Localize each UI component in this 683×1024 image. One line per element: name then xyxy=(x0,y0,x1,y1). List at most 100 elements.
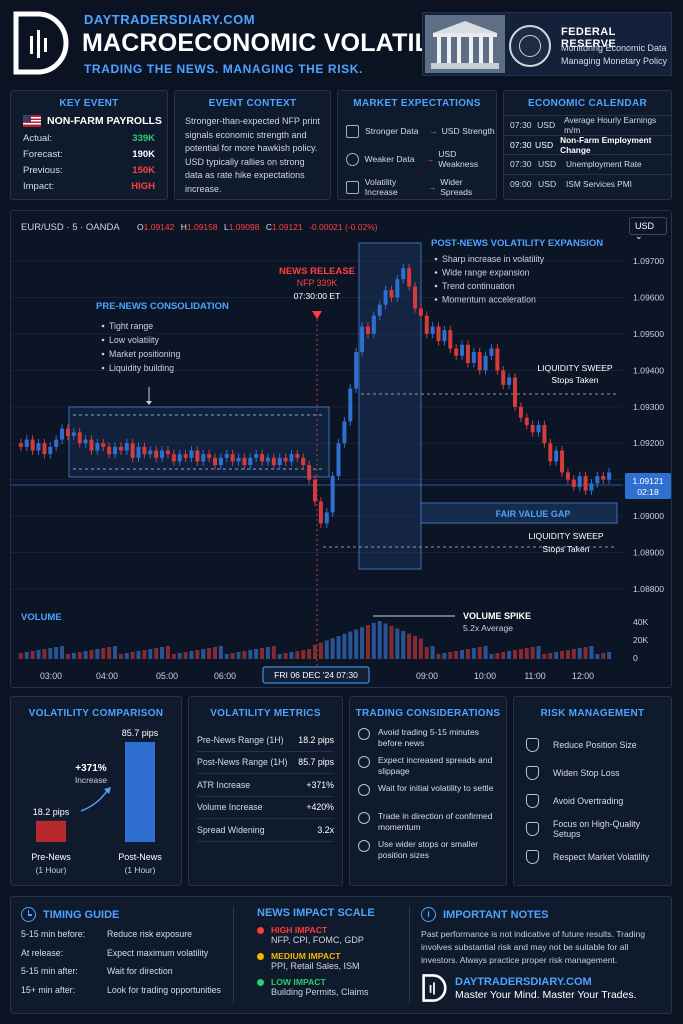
volume-bar xyxy=(71,653,76,659)
volume-bar xyxy=(377,621,382,659)
candle xyxy=(513,377,517,407)
candle xyxy=(377,304,382,316)
volatility-comparison-panel: VOLATILITY COMPARISON 18.2 pips Pre-News (… xyxy=(10,696,182,886)
calendar-row[interactable]: 07:30 USD Average Hourly Earnings m/m xyxy=(504,115,671,135)
volume-bar xyxy=(389,626,394,659)
candle xyxy=(313,479,317,502)
info-icon: i xyxy=(421,907,436,922)
volume-bar xyxy=(77,652,82,659)
candle xyxy=(389,290,394,298)
time-tick-label: 05:00 xyxy=(156,671,178,681)
volume-bar xyxy=(365,625,370,659)
volume-bar xyxy=(265,647,270,659)
price-tick-label: 1.09000 xyxy=(633,511,664,521)
pre-news-item: Market positioning xyxy=(109,349,180,359)
metric-label: ATR Increase xyxy=(197,779,251,790)
volume-bar xyxy=(407,633,412,659)
comparison-bar-value: 18.2 pips xyxy=(33,807,70,817)
volatility-metrics-panel: VOLATILITY METRICS Pre-News Range (1H) 18… xyxy=(188,696,343,886)
candle xyxy=(107,446,112,455)
candle xyxy=(401,268,406,280)
pen-icon xyxy=(526,794,539,808)
key-event-value: HIGH xyxy=(131,181,155,192)
impact-text: LOW IMPACT Building Permits, Claims xyxy=(271,977,369,997)
volume-bar xyxy=(101,648,106,659)
post-news-title: POST-NEWS VOLATILITY EXPANSION xyxy=(431,238,603,249)
increase-value: +371% xyxy=(75,763,107,774)
comparison-bar-value: 85.7 pips xyxy=(122,728,159,738)
volume-bar xyxy=(60,646,65,659)
candle xyxy=(413,286,417,309)
timing-guide-title: TIMING GUIDE xyxy=(43,908,120,921)
candle xyxy=(436,326,441,342)
currency-select[interactable]: USD ⌄ xyxy=(629,217,667,241)
metric-label: Pre-News Range (1H) xyxy=(197,734,284,745)
expectation-row: Weaker Data → USD Weakness xyxy=(338,145,496,173)
volatility-comparison-title: VOLATILITY COMPARISON xyxy=(28,708,164,719)
page-title: MACROECONOMIC VOLATILITY xyxy=(82,29,470,57)
impact-items: PPI, Retail Sales, ISM xyxy=(271,961,360,971)
candle xyxy=(589,483,594,491)
candle xyxy=(483,355,488,371)
footer-site[interactable]: DAYTRADERSDIARY.COM xyxy=(455,975,592,988)
candle xyxy=(554,450,559,462)
calendar-row[interactable]: 07:30 USD Non-Farm Employment Change xyxy=(504,134,671,155)
volume-bar xyxy=(213,647,217,659)
trading-considerations-panel: TRADING CONSIDERATIONS Avoid trading 5-1… xyxy=(349,696,507,886)
timing-action: Expect maximum volatility xyxy=(107,947,209,958)
volume-bar xyxy=(554,652,559,659)
candle xyxy=(265,457,270,462)
metric-row: ATR Increase +371% xyxy=(197,774,334,797)
price-chart[interactable]: 1.09700 1.09600 1.09500 1.09400 1.09300 1.092… xyxy=(11,211,673,689)
risk-row: Widen Stop Loss xyxy=(526,759,661,787)
metric-value: +371% xyxy=(306,779,334,790)
candle xyxy=(54,439,59,447)
volume-bar xyxy=(460,650,465,659)
post-news-item: Sharp increase in volatility xyxy=(442,254,545,264)
calendar-row[interactable]: 09:00 USD ISM Services PMI xyxy=(504,173,671,194)
consideration-text: Use wider stops or smaller position size… xyxy=(378,839,479,860)
impact-dot-icon xyxy=(257,927,264,934)
volume-bar xyxy=(218,646,223,659)
volume-bar xyxy=(589,646,594,659)
volume-bar xyxy=(471,648,476,659)
volume-bar xyxy=(165,646,170,659)
candle xyxy=(324,512,329,524)
candle xyxy=(583,476,588,491)
candle xyxy=(336,443,341,477)
price-tick-label: 1.09400 xyxy=(633,365,664,375)
liquidity-sweep-title: LIQUIDITY SWEEP xyxy=(528,531,604,541)
fair-value-gap-label: FAIR VALUE GAP xyxy=(496,509,571,519)
ohlc-readout: O1.09142 H1.09158 L1.09098 C1.09121 -0.0… xyxy=(137,222,378,232)
consolidation-zone xyxy=(68,406,330,478)
price-tick-label: 1.09600 xyxy=(633,292,664,302)
candle xyxy=(542,425,547,444)
logo-small-icon xyxy=(422,974,447,1002)
candle xyxy=(124,443,129,451)
key-event-value: 150K xyxy=(132,165,155,176)
volume-bar xyxy=(130,652,135,659)
us-flag-icon xyxy=(23,115,41,127)
volume-bar xyxy=(542,654,547,659)
volume-bar xyxy=(495,653,500,659)
candle xyxy=(83,439,88,444)
bullet xyxy=(101,366,105,370)
calendar-row[interactable]: 07:30 USD Unemployment Rate xyxy=(504,154,671,174)
clock-icon xyxy=(21,907,36,922)
impact-items: Building Permits, Claims xyxy=(271,987,369,997)
notes-title: IMPORTANT NOTES xyxy=(443,908,549,921)
candle xyxy=(577,476,582,487)
fed-title: FEDERAL RESERVE xyxy=(561,26,617,50)
timing-action: Reduce risk exposure xyxy=(107,929,193,939)
volume-bar xyxy=(289,652,294,659)
fed-seal-icon xyxy=(509,25,551,67)
volume-bar xyxy=(418,638,423,659)
expectation-cause: Stronger Data xyxy=(365,126,419,136)
candle xyxy=(501,370,506,385)
candle xyxy=(595,476,600,484)
candle xyxy=(548,443,553,462)
bullet xyxy=(434,271,438,274)
volume-bar xyxy=(136,651,141,659)
expectation-cause: Weaker Data xyxy=(364,154,415,164)
impact-row: LOW IMPACT Building Permits, Claims xyxy=(247,977,407,997)
